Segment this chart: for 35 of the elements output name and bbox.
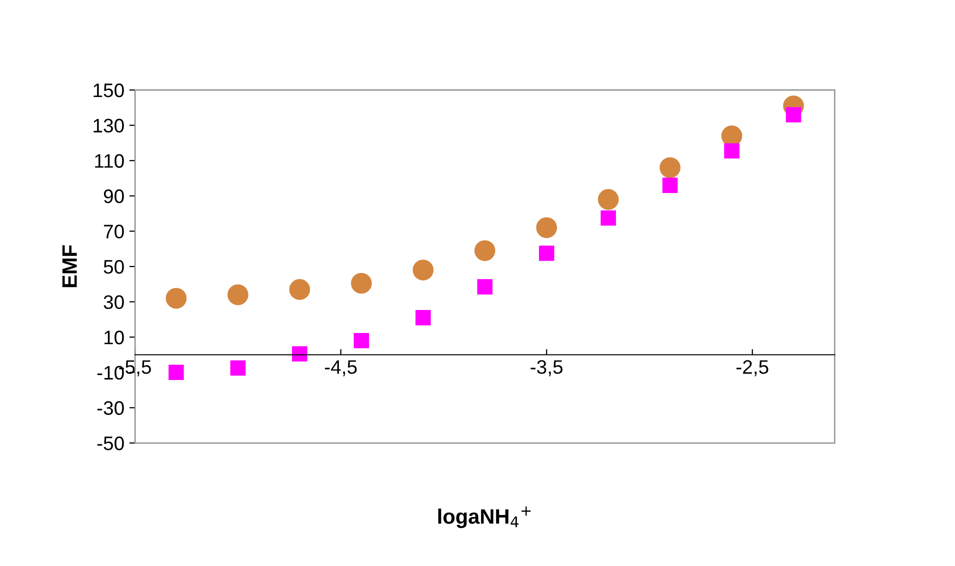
- point: [168, 364, 184, 380]
- point: [474, 240, 496, 262]
- y-tick-label: 90: [104, 189, 124, 204]
- point: [354, 332, 370, 348]
- point: [538, 246, 554, 261]
- point: [230, 360, 246, 376]
- y-axis-title: EMF: [62, 245, 77, 288]
- point: [292, 346, 308, 362]
- x-tick-label: -3,5: [530, 360, 563, 376]
- y-tick-label: -50: [97, 436, 124, 450]
- point: [536, 217, 558, 238]
- point: [166, 288, 187, 309]
- point: [662, 178, 678, 193]
- x-tick-label: -4,5: [324, 360, 357, 376]
- y-tick-label: 130: [94, 118, 124, 133]
- point: [786, 107, 802, 122]
- point: [477, 279, 492, 294]
- point: [598, 189, 619, 210]
- point: [350, 272, 372, 294]
- y-tick-label: -30: [97, 401, 124, 415]
- point: [600, 210, 616, 226]
- point: [412, 260, 434, 280]
- y-tick-label: 50: [104, 260, 124, 274]
- y-tick-label: 150: [94, 83, 124, 98]
- point: [289, 279, 310, 300]
- y-tick-label: 110: [95, 154, 124, 168]
- point: [228, 284, 248, 306]
- point: [415, 310, 431, 326]
- x-axis-title: logaNH$_{4}$$^{+}$: [438, 506, 531, 528]
- y-tick-label: 70: [104, 224, 124, 238]
- point: [660, 157, 680, 178]
- y-tick-label: 10: [104, 330, 124, 344]
- y-tick-label: 30: [104, 295, 124, 310]
- x-tick-label: -2,5: [736, 360, 768, 376]
- point: [724, 143, 740, 159]
